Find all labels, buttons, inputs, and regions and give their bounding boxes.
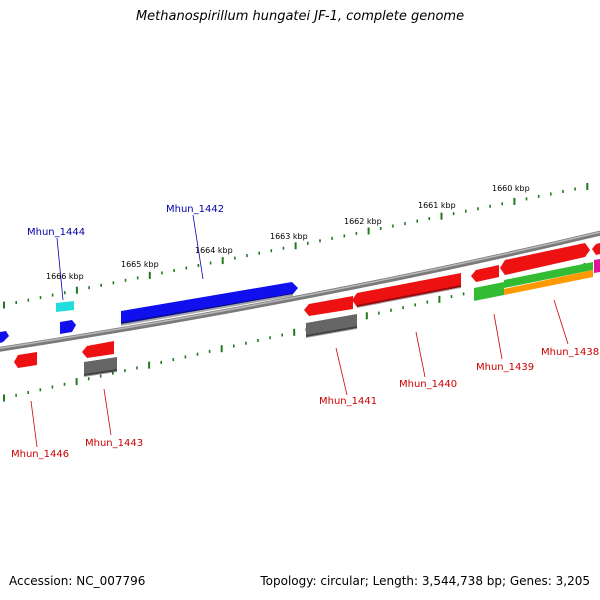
gene-arrow-mhun-1443[interactable] <box>84 357 117 376</box>
leader-line <box>493 313 503 360</box>
gene-arrow[interactable] <box>0 331 9 343</box>
leader-line <box>415 331 426 378</box>
gene-arrow-mhun-1442[interactable] <box>121 282 298 324</box>
leader-line <box>192 214 204 280</box>
gene-arrow-mhun-1444[interactable] <box>56 301 74 312</box>
scale-label: 1662 kbp <box>344 217 382 226</box>
scale-label: 1666 kbp <box>46 272 84 281</box>
gene-label[interactable]: Mhun_1439 <box>476 362 534 373</box>
gene-arrow[interactable] <box>60 320 76 334</box>
scale-label: 1660 kbp <box>492 184 530 193</box>
leader-line <box>30 400 38 448</box>
leader-line <box>56 237 64 301</box>
gene-arrow-mhun-1446[interactable] <box>14 352 37 368</box>
scale-label: 1665 kbp <box>121 260 159 269</box>
gene-label[interactable]: Mhun_1441 <box>319 396 377 407</box>
leader-line <box>553 299 569 345</box>
gene-arrow-mhun-1438[interactable] <box>500 243 590 275</box>
coordinate-ticks <box>3 183 598 402</box>
gene-arrow-mhun-1439-red[interactable] <box>471 265 499 282</box>
gene-arrow[interactable] <box>594 259 600 273</box>
gene-labels: Mhun_1444 Mhun_1442 Mhun_1446 Mhun_1443 … <box>11 204 599 460</box>
accession-text: Accession: NC_007796 <box>9 574 146 588</box>
reverse-genes <box>14 243 593 376</box>
gene-shadows <box>84 285 461 377</box>
gene-label[interactable]: Mhun_1438 <box>541 347 599 358</box>
gene-arrow-mhun-1441-red[interactable] <box>304 296 353 316</box>
genome-stats-text: Topology: circular; Length: 3,544,738 bp… <box>260 574 590 588</box>
genome-title: Methanospirillum hungatei JF-1, complete… <box>135 9 465 24</box>
leader-line <box>103 388 112 436</box>
gene-label[interactable]: Mhun_1440 <box>399 379 457 390</box>
gene-arrow-mhun-1440[interactable] <box>352 273 461 307</box>
genome-backbone <box>0 230 600 352</box>
gene-arrow[interactable] <box>592 243 600 255</box>
forward-genes <box>0 243 600 343</box>
gene-label[interactable]: Mhun_1446 <box>11 449 69 460</box>
leader-line <box>335 347 348 396</box>
gene-label[interactable]: Mhun_1444 <box>27 227 85 238</box>
gene-arrow-mhun-1438-orange[interactable] <box>504 270 593 295</box>
gene-arrow-mhun-1439[interactable] <box>474 282 504 301</box>
scale-label: 1661 kbp <box>418 201 456 210</box>
gene-arrow-mhun-1441[interactable] <box>306 314 357 337</box>
gene-arrow-mhun-1438-green[interactable] <box>504 262 593 288</box>
label-leaders <box>30 214 569 448</box>
gene-label[interactable]: Mhun_1442 <box>166 204 224 215</box>
scale-label: 1663 kbp <box>270 232 308 241</box>
gene-label[interactable]: Mhun_1443 <box>85 438 143 449</box>
genome-backbone-highlight <box>0 231 600 349</box>
scale-label: 1664 kbp <box>195 246 233 255</box>
gene-arrow-mhun-1443-red[interactable] <box>82 341 114 358</box>
